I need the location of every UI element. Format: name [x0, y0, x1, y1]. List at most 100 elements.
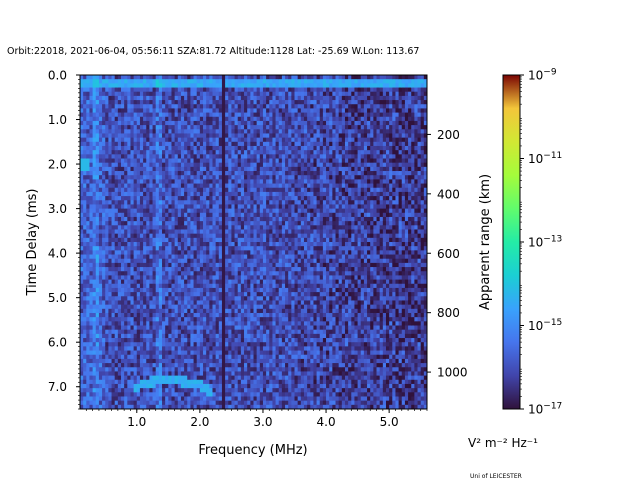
heatmap-cell [152, 200, 157, 205]
heatmap-cell [206, 104, 210, 109]
heatmap-cell [121, 87, 125, 93]
heatmap-cell [272, 212, 276, 218]
heatmap-cell [237, 350, 242, 356]
heatmap-cell [240, 375, 245, 381]
heatmap-cell [259, 367, 264, 372]
heatmap-cell [136, 350, 141, 356]
heatmap-cell [199, 204, 204, 210]
heatmap-cell [215, 191, 220, 197]
heatmap-cell [152, 183, 157, 189]
heatmap-cell [171, 179, 176, 184]
heatmap-cell [269, 95, 273, 101]
heatmap-cell [184, 150, 188, 155]
heatmap-cell [80, 258, 84, 264]
heatmap-cell [143, 400, 147, 406]
heatmap-cell [234, 200, 239, 205]
heatmap-cell [139, 196, 144, 201]
heatmap-cell [180, 212, 185, 218]
heatmap-cell [158, 196, 163, 201]
heatmap-cell [162, 300, 166, 306]
heatmap-cell [114, 100, 119, 105]
heatmap-cell [114, 254, 119, 260]
heatmap-cell [206, 375, 210, 381]
heatmap-cell [206, 358, 210, 364]
heatmap-cell [92, 312, 97, 318]
heatmap-cell [247, 312, 251, 318]
heatmap-cell [177, 137, 182, 143]
heatmap-cell [105, 258, 109, 264]
heatmap-cell [102, 83, 106, 88]
heatmap-cell [237, 383, 242, 389]
heatmap-cell [199, 329, 204, 335]
heatmap-cell [127, 108, 131, 113]
heatmap-cell [206, 221, 210, 226]
heatmap-cell [253, 254, 258, 260]
heatmap-cell [253, 400, 258, 406]
heatmap-cell [234, 283, 239, 289]
heatmap-cell [225, 216, 229, 222]
heatmap-cell [209, 363, 213, 368]
heatmap-cell [105, 363, 109, 368]
heatmap-cell [247, 187, 251, 193]
heatmap-cell [196, 221, 201, 226]
heatmap-cell [121, 346, 125, 351]
heatmap-cell [143, 267, 147, 272]
heatmap-cell [111, 312, 116, 318]
heatmap-cell [231, 338, 235, 343]
heatmap-cell [218, 162, 223, 168]
heatmap-cell [133, 321, 138, 326]
heatmap-cell [146, 91, 150, 97]
heatmap-cell [80, 225, 84, 230]
heatmap-cell [92, 204, 97, 210]
heatmap-cell [259, 108, 264, 113]
heatmap-cell [221, 388, 226, 393]
heatmap-cell [98, 283, 103, 289]
heatmap-cell [155, 312, 160, 318]
heatmap-cell [108, 79, 112, 84]
heatmap-cell [86, 317, 90, 322]
heatmap-cell [237, 83, 242, 88]
heatmap-cell [89, 145, 94, 151]
heatmap-cell [117, 233, 122, 239]
heatmap-cell [237, 317, 242, 322]
heatmap-cell [228, 191, 232, 197]
heatmap-cell [187, 346, 191, 351]
heatmap-cell [215, 317, 220, 322]
heatmap-cell [117, 308, 122, 314]
heatmap-cell [266, 262, 270, 268]
heatmap-cell [92, 91, 97, 97]
heatmap-cell [209, 187, 213, 193]
heatmap-cell [231, 150, 235, 155]
heatmap-cell [86, 283, 90, 289]
heatmap-cell [174, 396, 179, 402]
heatmap-cell [247, 325, 251, 331]
heatmap-cell [158, 333, 163, 339]
heatmap-cell [203, 183, 207, 189]
heatmap-cell [253, 350, 258, 356]
heatmap-cell [196, 91, 201, 97]
heatmap-cell [247, 300, 251, 306]
heatmap-cell [117, 216, 122, 222]
heatmap-cell [199, 233, 204, 239]
heatmap-cell [124, 258, 128, 264]
heatmap-cell [168, 321, 172, 326]
heatmap-cell [127, 346, 131, 351]
heatmap-cell [146, 350, 150, 356]
heatmap-cell [124, 358, 128, 364]
heatmap-cell [98, 242, 103, 247]
heatmap-cell [180, 279, 185, 285]
heatmap-cell [168, 292, 172, 297]
heatmap-cell [266, 304, 270, 310]
heatmap-cell [240, 346, 245, 351]
heatmap-cell [98, 300, 103, 306]
heatmap-cell [130, 87, 135, 93]
heatmap-cell [162, 91, 166, 97]
heatmap-cell [174, 129, 179, 134]
heatmap-cell [162, 166, 166, 172]
heatmap-cell [234, 375, 239, 381]
heatmap-cell [177, 75, 182, 80]
heatmap-cell [80, 363, 84, 368]
heatmap-cell [130, 400, 135, 406]
heatmap-cell [162, 79, 166, 84]
heatmap-cell [212, 333, 217, 339]
